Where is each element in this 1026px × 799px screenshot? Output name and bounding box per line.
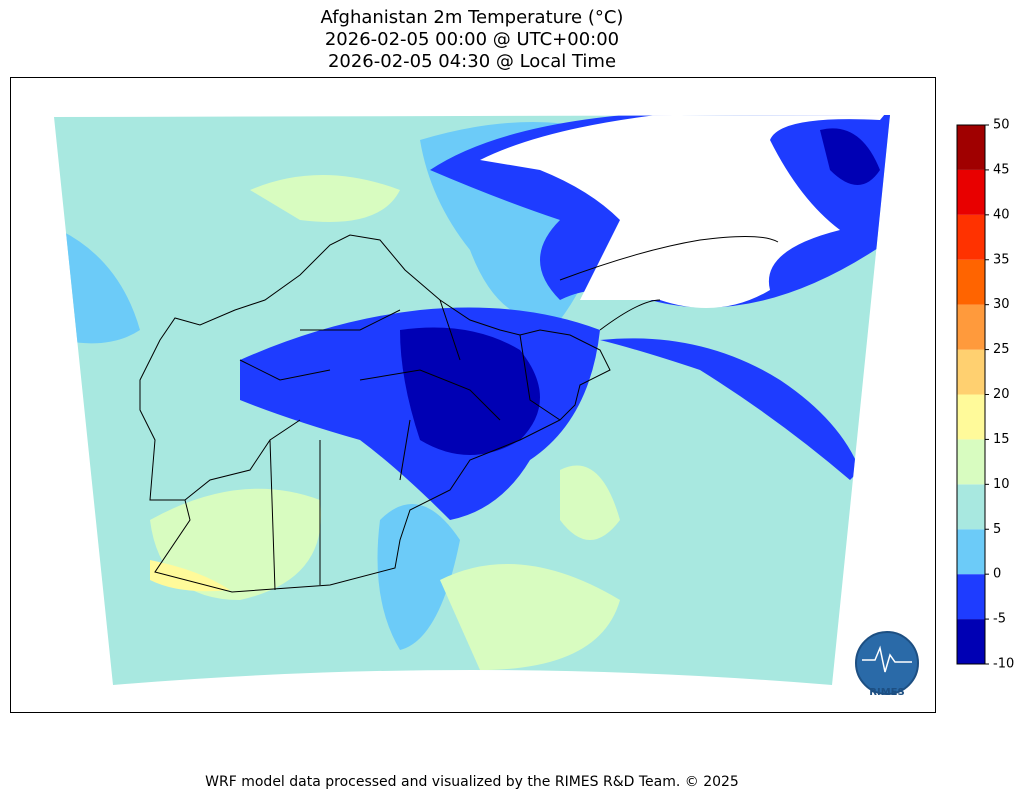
colorbar-bin xyxy=(957,349,985,395)
colorbar-bin xyxy=(957,125,985,170)
country-border xyxy=(139,234,611,593)
field-band xyxy=(250,175,400,222)
footer: WRF model data processed and visualized … xyxy=(205,774,739,790)
logo-text: RIMES xyxy=(869,687,904,698)
colorbar-tick-label: 35 xyxy=(993,252,1010,267)
colorbar-tick-label: 25 xyxy=(993,342,1010,357)
colorbar-tick-label: 30 xyxy=(993,297,1010,312)
colorbar-tick-label: 0 xyxy=(993,567,1001,582)
colorbar-bin xyxy=(957,439,985,485)
colorbar-tick-label: 20 xyxy=(993,387,1010,402)
colorbar-bin xyxy=(957,304,985,350)
colorbar-tick-label: 10 xyxy=(993,477,1010,492)
province-border xyxy=(184,299,561,591)
field-band xyxy=(377,504,460,650)
field-band xyxy=(560,465,620,540)
colorbar-bin xyxy=(957,619,985,664)
colorbar-bin xyxy=(957,574,985,620)
colorbar-tick-label: -5 xyxy=(993,612,1006,627)
colorbar-bin xyxy=(957,214,985,260)
field-band xyxy=(600,338,860,480)
colorbar-bin xyxy=(957,529,985,575)
colorbar: -10 -5 0 5 10 15 20 25 30 35 40 45 50 xyxy=(956,118,1014,672)
logo-wave xyxy=(862,645,912,673)
title-line: 2026-02-05 04:30 @ Local Time xyxy=(328,51,616,72)
borders xyxy=(139,234,779,593)
field-band xyxy=(400,327,540,455)
field-band xyxy=(150,560,230,592)
logo: RIMES xyxy=(855,631,919,698)
temperature-field xyxy=(54,115,890,685)
colorbar-bin xyxy=(957,394,985,440)
country-border xyxy=(559,235,779,331)
colorbar-bin xyxy=(957,259,985,305)
title-line: 2026-02-05 00:00 @ UTC+00:00 xyxy=(325,29,619,50)
colorbar-bin xyxy=(957,484,985,530)
colorbar-tick-label: 15 xyxy=(993,432,1010,447)
field-band xyxy=(820,128,880,185)
colorbar-tick-label: -10 xyxy=(993,657,1014,672)
colorbar-tick-label: 45 xyxy=(993,162,1010,177)
title-line: Afghanistan 2m Temperature (°C) xyxy=(321,7,624,28)
field-band xyxy=(440,564,620,670)
colorbar-tick-label: 5 xyxy=(993,522,1001,537)
colorbar-tick-label: 40 xyxy=(993,207,1010,222)
no-data-area xyxy=(480,115,890,308)
colorbar-tick-label: 50 xyxy=(993,118,1010,133)
colorbar-bin xyxy=(957,169,985,215)
field-band xyxy=(60,230,140,344)
